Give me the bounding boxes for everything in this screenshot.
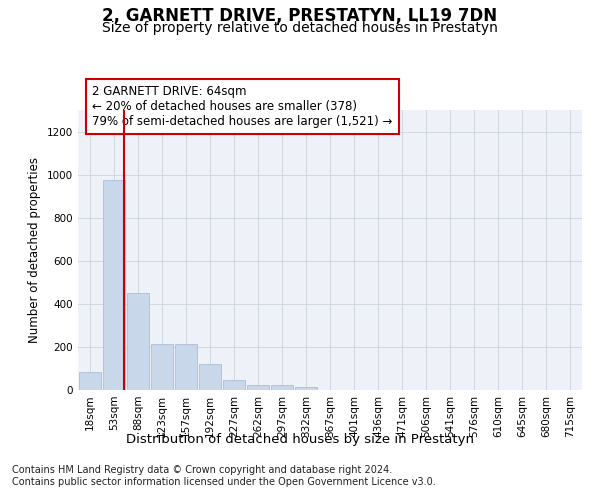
Bar	[151, 344, 173, 390]
Text: Distribution of detached houses by size in Prestatyn: Distribution of detached houses by size …	[126, 432, 474, 446]
Text: 2, GARNETT DRIVE, PRESTATYN, LL19 7DN: 2, GARNETT DRIVE, PRESTATYN, LL19 7DN	[103, 8, 497, 26]
Bar	[199, 364, 221, 390]
Bar	[79, 372, 101, 390]
Y-axis label: Number of detached properties: Number of detached properties	[28, 157, 41, 343]
Text: Size of property relative to detached houses in Prestatyn: Size of property relative to detached ho…	[102, 21, 498, 35]
Text: Contains HM Land Registry data © Crown copyright and database right 2024.
Contai: Contains HM Land Registry data © Crown c…	[12, 465, 436, 486]
Bar	[271, 386, 293, 390]
Text: 2 GARNETT DRIVE: 64sqm
← 20% of detached houses are smaller (378)
79% of semi-de: 2 GARNETT DRIVE: 64sqm ← 20% of detached…	[92, 86, 393, 128]
Bar	[127, 293, 149, 390]
Bar	[103, 180, 125, 390]
Bar	[247, 384, 269, 390]
Bar	[175, 344, 197, 390]
Bar	[223, 380, 245, 390]
Bar	[295, 387, 317, 390]
